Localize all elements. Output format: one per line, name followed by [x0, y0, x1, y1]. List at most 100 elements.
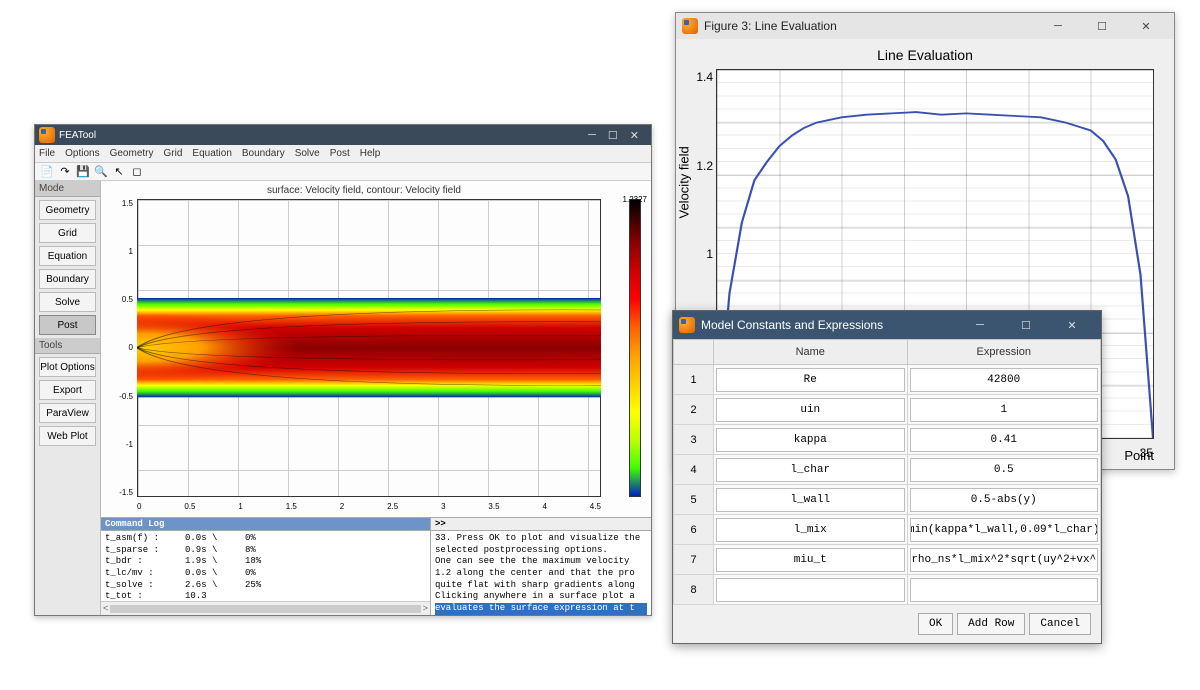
surface-plot[interactable]: surface: Velocity field, contour: Veloci… [101, 181, 651, 517]
close-button[interactable]: ✕ [1130, 13, 1164, 39]
figure-titlebar[interactable]: Figure 3: Line Evaluation ─ ☐ ✕ [676, 13, 1174, 39]
table-row: 8 [674, 575, 1101, 605]
name-cell[interactable]: uin [716, 398, 905, 422]
tool-export[interactable]: Export [39, 380, 96, 400]
name-cell[interactable]: kappa [716, 428, 905, 452]
app-icon [39, 127, 55, 143]
minimize-button[interactable]: ─ [588, 129, 598, 142]
main-titlebar[interactable]: FEATool ─ ☐ ✕ [35, 125, 651, 145]
plot-axes: 1.2327 00.511.522.533.544.5 1.510.50-0.5… [137, 199, 601, 497]
row-index: 3 [674, 425, 714, 455]
maximize-button[interactable]: ☐ [608, 129, 620, 142]
mode-geometry[interactable]: Geometry [39, 200, 96, 220]
expression-cell[interactable]: 0.5-abs(y) [910, 488, 1099, 512]
maximize-button[interactable]: ☐ [1086, 13, 1120, 39]
mode-post[interactable]: Post [39, 315, 96, 335]
colorbar-max: 1.2327 [623, 195, 647, 204]
scrollbar[interactable]: <> [101, 601, 430, 615]
menu-bar: File Options Geometry Grid Equation Boundary S… [35, 145, 651, 163]
menu-solve[interactable]: Solve [295, 148, 320, 159]
figure-title: Figure 3: Line Evaluation [704, 19, 837, 33]
plot-title: surface: Velocity field, contour: Veloci… [105, 185, 623, 196]
name-cell[interactable]: l_char [716, 458, 905, 482]
menu-grid[interactable]: Grid [164, 148, 183, 159]
expression-cell[interactable]: 0.5 [910, 458, 1099, 482]
menu-equation[interactable]: Equation [192, 148, 231, 159]
expression-cell[interactable]: min(kappa*l_wall,0.09*l_char) [910, 518, 1099, 542]
row-index: 5 [674, 485, 714, 515]
expression-cell[interactable] [910, 578, 1099, 602]
mode-equation[interactable]: Equation [39, 246, 96, 266]
matlab-icon [679, 317, 695, 333]
col-expression: Expression [907, 340, 1101, 365]
name-cell[interactable]: l_mix [716, 518, 905, 542]
name-cell[interactable]: Re [716, 368, 905, 392]
menu-help[interactable]: Help [360, 148, 381, 159]
y-ticks: 1.510.50-0.5-1-1.5 [113, 199, 133, 497]
table-row: 7miu_trho_ns*l_mix^2*sqrt(uy^2+vx^ [674, 545, 1101, 575]
close-button[interactable]: ✕ [630, 129, 641, 142]
table-row: 4l_char0.5 [674, 455, 1101, 485]
row-index: 6 [674, 515, 714, 545]
maximize-button[interactable]: ☐ [1009, 311, 1045, 339]
menu-post[interactable]: Post [330, 148, 350, 159]
dialog-title: Model Constants and Expressions [701, 318, 883, 332]
tool-paraview[interactable]: ParaView [39, 403, 96, 423]
velocity-field-band [137, 298, 601, 397]
command-log-header: Command Log [101, 518, 430, 531]
name-cell[interactable] [716, 578, 905, 602]
menu-options[interactable]: Options [65, 148, 99, 159]
chart-title: Line Evaluation [676, 47, 1174, 63]
add-row-button[interactable]: Add Row [957, 613, 1025, 635]
col-name: Name [714, 340, 908, 365]
name-cell[interactable]: miu_t [716, 548, 905, 572]
mode-sidebar: Mode Geometry Grid Equation Boundary Solve Po… [35, 181, 101, 615]
col-index [674, 340, 714, 365]
constants-table: Name Expression 1Re428002uin13kappa0.414… [673, 339, 1101, 605]
row-index: 2 [674, 395, 714, 425]
x-axis-label: Point [1124, 448, 1154, 463]
close-button[interactable]: ✕ [1055, 311, 1091, 339]
sidebar-header-mode: Mode [35, 181, 100, 197]
expression-cell[interactable]: rho_ns*l_mix^2*sqrt(uy^2+vx^ [910, 548, 1099, 572]
menu-geometry[interactable]: Geometry [110, 148, 154, 159]
ok-button[interactable]: OK [918, 613, 953, 635]
tool-plot-options[interactable]: Plot Options [39, 357, 96, 377]
toolbar-button[interactable]: 🔍 [93, 164, 109, 180]
table-row: 5l_wall0.5-abs(y) [674, 485, 1101, 515]
prompt[interactable]: >> [431, 518, 651, 531]
expression-cell[interactable]: 0.41 [910, 428, 1099, 452]
row-index: 1 [674, 365, 714, 395]
toolbar-button[interactable]: ↷ [57, 164, 73, 180]
menu-file[interactable]: File [39, 148, 55, 159]
dialog-titlebar[interactable]: Model Constants and Expressions ─ ☐ ✕ [673, 311, 1101, 339]
table-row: 3kappa0.41 [674, 425, 1101, 455]
expression-cell[interactable]: 42800 [910, 368, 1099, 392]
toolbar-button[interactable]: 📄 [39, 164, 55, 180]
x-ticks: 00.511.522.533.544.5 [137, 502, 601, 511]
name-cell[interactable]: l_wall [716, 488, 905, 512]
minimize-button[interactable]: ─ [963, 311, 999, 339]
matlab-icon [682, 18, 698, 34]
row-index: 7 [674, 545, 714, 575]
mode-grid[interactable]: Grid [39, 223, 96, 243]
mode-boundary[interactable]: Boundary [39, 269, 96, 289]
timing-output: t_asm(f) :0.0s \0%t_sparse :0.9s \8%t_bd… [101, 531, 430, 601]
main-window: FEATool ─ ☐ ✕ File Options Geometry Grid Equ… [34, 124, 652, 616]
toolbar-button[interactable]: ◻ [129, 164, 145, 180]
constants-dialog: Model Constants and Expressions ─ ☐ ✕ Na… [672, 310, 1102, 644]
table-row: 2uin1 [674, 395, 1101, 425]
tool-bar: 📄↷💾🔍↖◻ [35, 163, 651, 181]
expression-cell[interactable]: 1 [910, 398, 1099, 422]
toolbar-button[interactable]: 💾 [75, 164, 91, 180]
colorbar [629, 199, 641, 497]
cancel-button[interactable]: Cancel [1029, 613, 1091, 635]
table-row: 6l_mixmin(kappa*l_wall,0.09*l_char) [674, 515, 1101, 545]
mode-solve[interactable]: Solve [39, 292, 96, 312]
menu-boundary[interactable]: Boundary [242, 148, 285, 159]
tool-web-plot[interactable]: Web Plot [39, 426, 96, 446]
toolbar-button[interactable]: ↖ [111, 164, 127, 180]
sidebar-header-tools: Tools [35, 338, 100, 354]
command-log: Command Log t_asm(f) :0.0s \0%t_sparse :… [101, 517, 651, 615]
minimize-button[interactable]: ─ [1042, 13, 1076, 39]
